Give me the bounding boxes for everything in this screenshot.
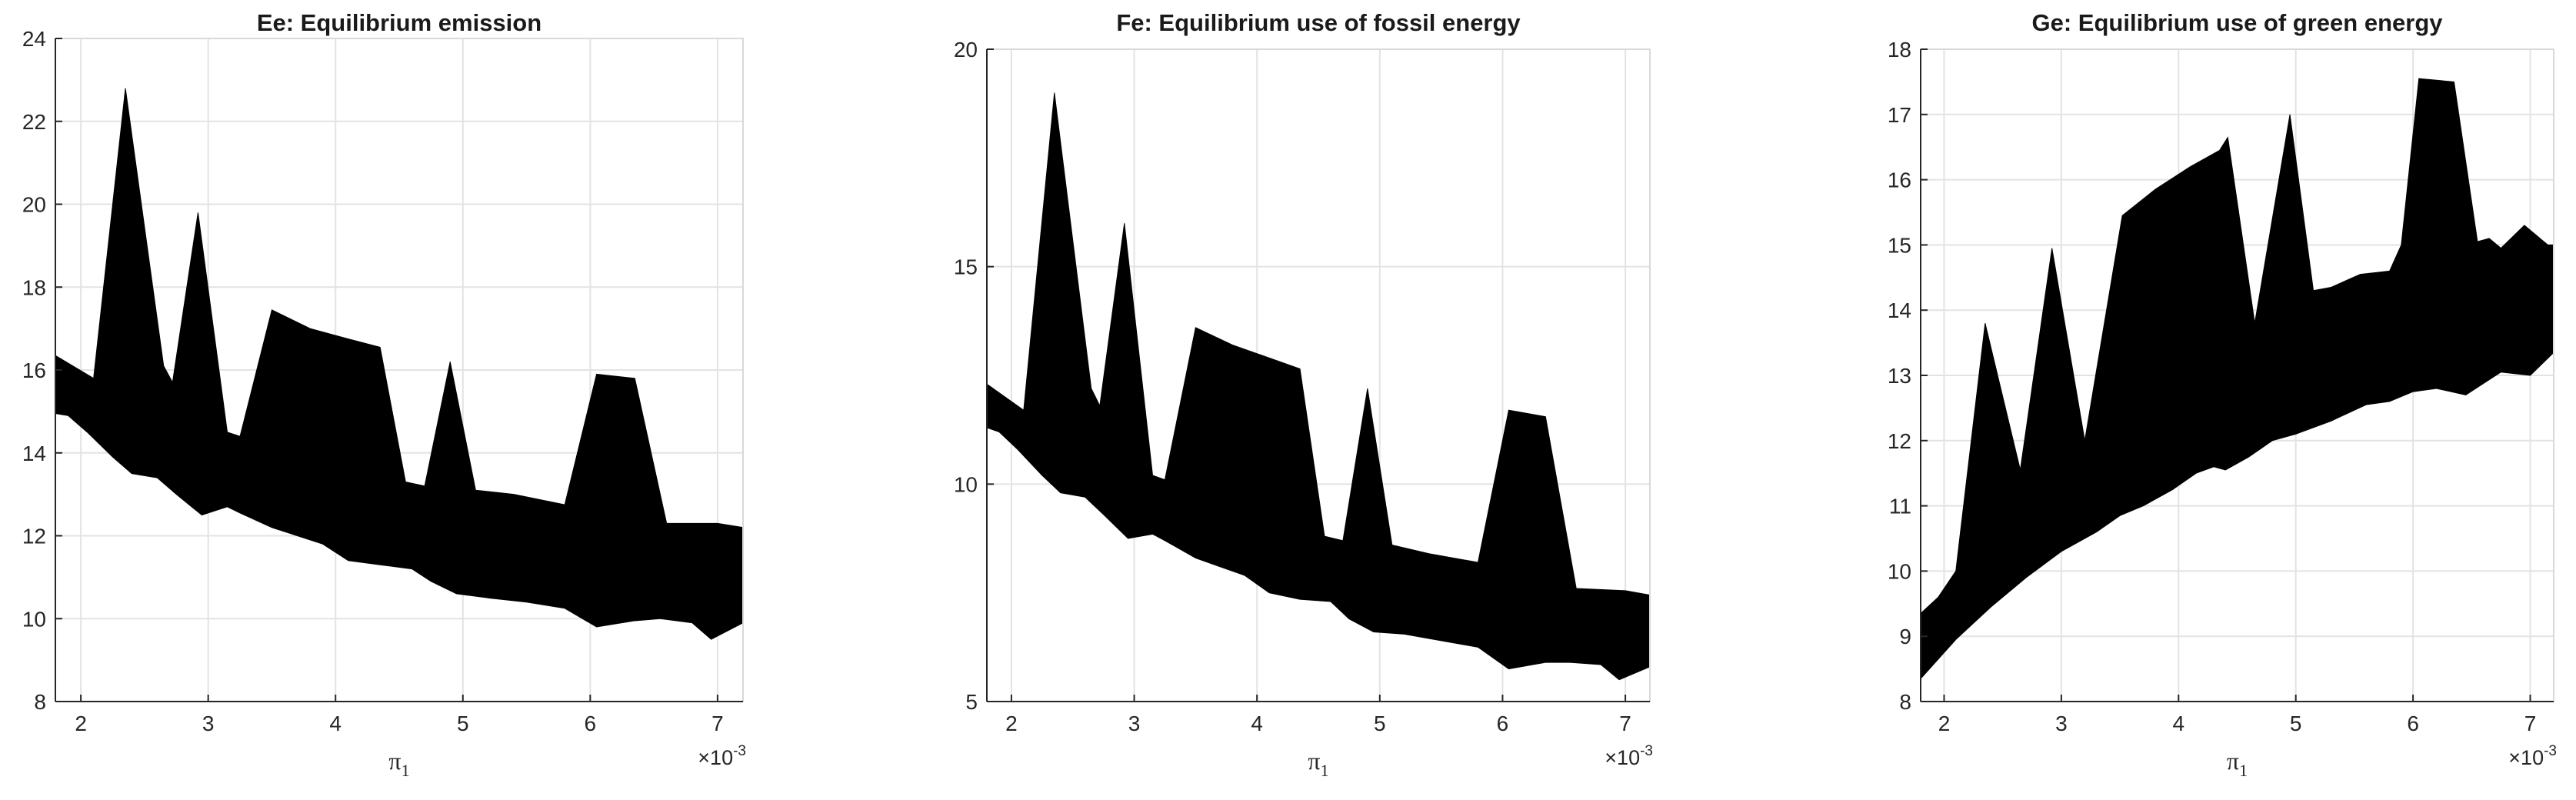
x-tick-label: 3 xyxy=(202,712,215,735)
y-tick-label: 20 xyxy=(22,193,46,217)
y-tick-label: 11 xyxy=(1889,495,1911,518)
y-tick-label: 13 xyxy=(1888,364,1911,388)
y-tick-label: 10 xyxy=(954,472,978,496)
ticks: 2 3 4 5 6 7 8 9 10 11 12 13 14 15 16 17 18 xyxy=(1888,38,2536,735)
y-tick-label: 17 xyxy=(1888,103,1911,127)
equilibrium-band xyxy=(1920,78,2554,680)
x-tick-label: 2 xyxy=(75,712,87,735)
y-tick-label: 8 xyxy=(34,690,46,714)
x-axis-label: π1 xyxy=(388,747,409,780)
panel-equilibrium-green-energy: Ge: Equilibrium use of green energy 2 3 4 5… xyxy=(1888,9,2557,780)
x-tick-label: 2 xyxy=(1005,712,1018,735)
panel-title: Ee: Equilibrium emission xyxy=(257,9,542,36)
x-exponent-label: ×10-3 xyxy=(1605,743,1653,769)
y-tick-label: 14 xyxy=(1888,298,1911,322)
y-tick-label: 22 xyxy=(22,110,46,134)
x-tick-label: 4 xyxy=(329,712,342,735)
x-axis-label: π1 xyxy=(2227,747,2248,780)
grid-lines xyxy=(55,38,743,702)
x-axis-label-symbol: π xyxy=(1308,747,1320,775)
x-axis-label-subscript: 1 xyxy=(402,761,410,780)
x-tick-label: 2 xyxy=(1938,712,1951,735)
y-tick-label: 10 xyxy=(22,607,46,631)
x-tick-label: 5 xyxy=(457,712,469,735)
y-tick-label: 8 xyxy=(1899,690,1911,714)
x-tick-label: 6 xyxy=(585,712,597,735)
equilibrium-band xyxy=(55,88,744,640)
x-tick-label: 4 xyxy=(1251,712,1263,735)
x-tick-label: 6 xyxy=(2407,712,2419,735)
x-tick-label: 5 xyxy=(2290,712,2302,735)
x-exponent-power: -3 xyxy=(2544,743,2557,759)
panel-equilibrium-emission: Ee: Equilibrium emission 2 3 4 5 6 7 8 10 12 14 16… xyxy=(22,9,746,780)
panel-title: Fe: Equilibrium use of fossil energy xyxy=(1116,9,1521,36)
x-axis-label: π1 xyxy=(1308,747,1328,780)
x-exponent-label: ×10-3 xyxy=(2508,743,2557,769)
y-tick-label: 18 xyxy=(22,275,46,299)
x-tick-label: 7 xyxy=(2524,712,2537,735)
x-tick-label: 7 xyxy=(711,712,724,735)
y-tick-label: 14 xyxy=(22,442,46,465)
x-axis-label-symbol: π xyxy=(388,747,401,775)
x-axis-label-symbol: π xyxy=(2227,747,2239,775)
x-tick-label: 3 xyxy=(1128,712,1141,735)
y-tick-label: 18 xyxy=(1888,38,1911,62)
x-exponent-base: ×10 xyxy=(2508,746,2544,769)
ticks: 2 3 4 5 6 7 8 10 12 14 16 18 20 22 24 xyxy=(22,27,724,735)
panel-equilibrium-fossil-energy: Fe: Equilibrium use of fossil energy 2 3 4… xyxy=(954,9,1653,780)
x-tick-label: 3 xyxy=(2055,712,2068,735)
y-tick-label: 20 xyxy=(954,38,978,62)
x-axis-label-subscript: 1 xyxy=(2239,761,2248,780)
y-tick-label: 10 xyxy=(1888,559,1911,583)
y-tick-label: 12 xyxy=(22,525,46,548)
x-tick-label: 6 xyxy=(1497,712,1509,735)
x-tick-label: 5 xyxy=(1374,712,1386,735)
y-tick-label: 5 xyxy=(965,690,978,714)
x-exponent-power: -3 xyxy=(733,743,746,759)
x-exponent-power: -3 xyxy=(1640,743,1653,759)
x-exponent-label: ×10-3 xyxy=(698,743,746,769)
panel-title: Ge: Equilibrium use of green energy xyxy=(2032,9,2444,36)
ticks: 2 3 4 5 6 7 5 10 15 20 xyxy=(954,38,1631,735)
x-exponent-base: ×10 xyxy=(698,746,733,769)
x-tick-label: 7 xyxy=(1619,712,1631,735)
y-tick-label: 12 xyxy=(1888,429,1911,453)
x-axis-label-subscript: 1 xyxy=(1321,761,1329,780)
x-exponent-base: ×10 xyxy=(1605,746,1640,769)
y-tick-label: 9 xyxy=(1899,625,1911,648)
y-tick-label: 16 xyxy=(1888,168,1911,192)
y-tick-label: 15 xyxy=(954,255,978,279)
y-tick-label: 24 xyxy=(22,27,46,51)
equilibrium-band xyxy=(986,92,1651,681)
x-tick-label: 4 xyxy=(2173,712,2185,735)
y-tick-label: 15 xyxy=(1888,233,1911,257)
y-tick-label: 16 xyxy=(22,358,46,382)
